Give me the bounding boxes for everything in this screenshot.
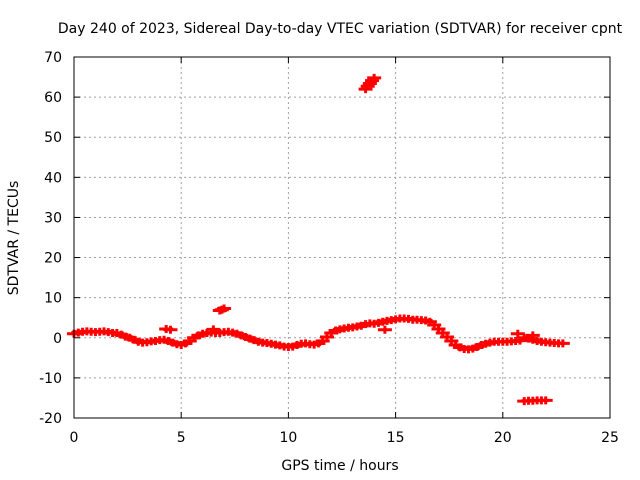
data-point — [525, 331, 540, 340]
data-point — [510, 329, 525, 338]
x-tick-label: 15 — [387, 430, 405, 446]
data-point — [217, 304, 232, 313]
data-point — [206, 325, 221, 334]
data-point — [377, 325, 392, 334]
x-tick-label: 25 — [601, 430, 619, 446]
y-tick-label: 60 — [44, 90, 62, 106]
y-tick-label: -10 — [39, 371, 62, 387]
plot-frame — [73, 56, 611, 419]
y-tick-label: 0 — [53, 331, 62, 347]
data-point — [538, 396, 553, 405]
series-outliers — [159, 73, 553, 406]
y-tick-label: 20 — [44, 251, 62, 267]
data-point — [163, 325, 178, 334]
data-point — [555, 339, 570, 348]
y-tick-label: 70 — [44, 50, 62, 66]
y-tick-label: -20 — [39, 411, 62, 427]
axis-ticks: 0 5 10 15 20 25 -20 -10 0 10 20 30 40 50 60 70 — [39, 50, 619, 446]
x-tick-label: 0 — [70, 430, 79, 446]
y-tick-label: 50 — [44, 130, 62, 146]
chart-title: Day 240 of 2023, Sidereal Day-to-day VTE… — [58, 21, 623, 37]
series-main — [67, 314, 570, 354]
y-axis-label: SDTVAR / TECUs — [6, 181, 22, 296]
data-points — [67, 73, 570, 406]
x-tick-label: 20 — [494, 430, 512, 446]
x-axis-label: GPS time / hours — [281, 458, 398, 474]
data-point — [367, 73, 382, 82]
y-tick-label: 10 — [44, 291, 62, 307]
y-tick-label: 30 — [44, 210, 62, 226]
x-tick-label: 5 — [177, 430, 186, 446]
x-tick-label: 10 — [279, 430, 297, 446]
y-tick-label: 40 — [44, 170, 62, 186]
